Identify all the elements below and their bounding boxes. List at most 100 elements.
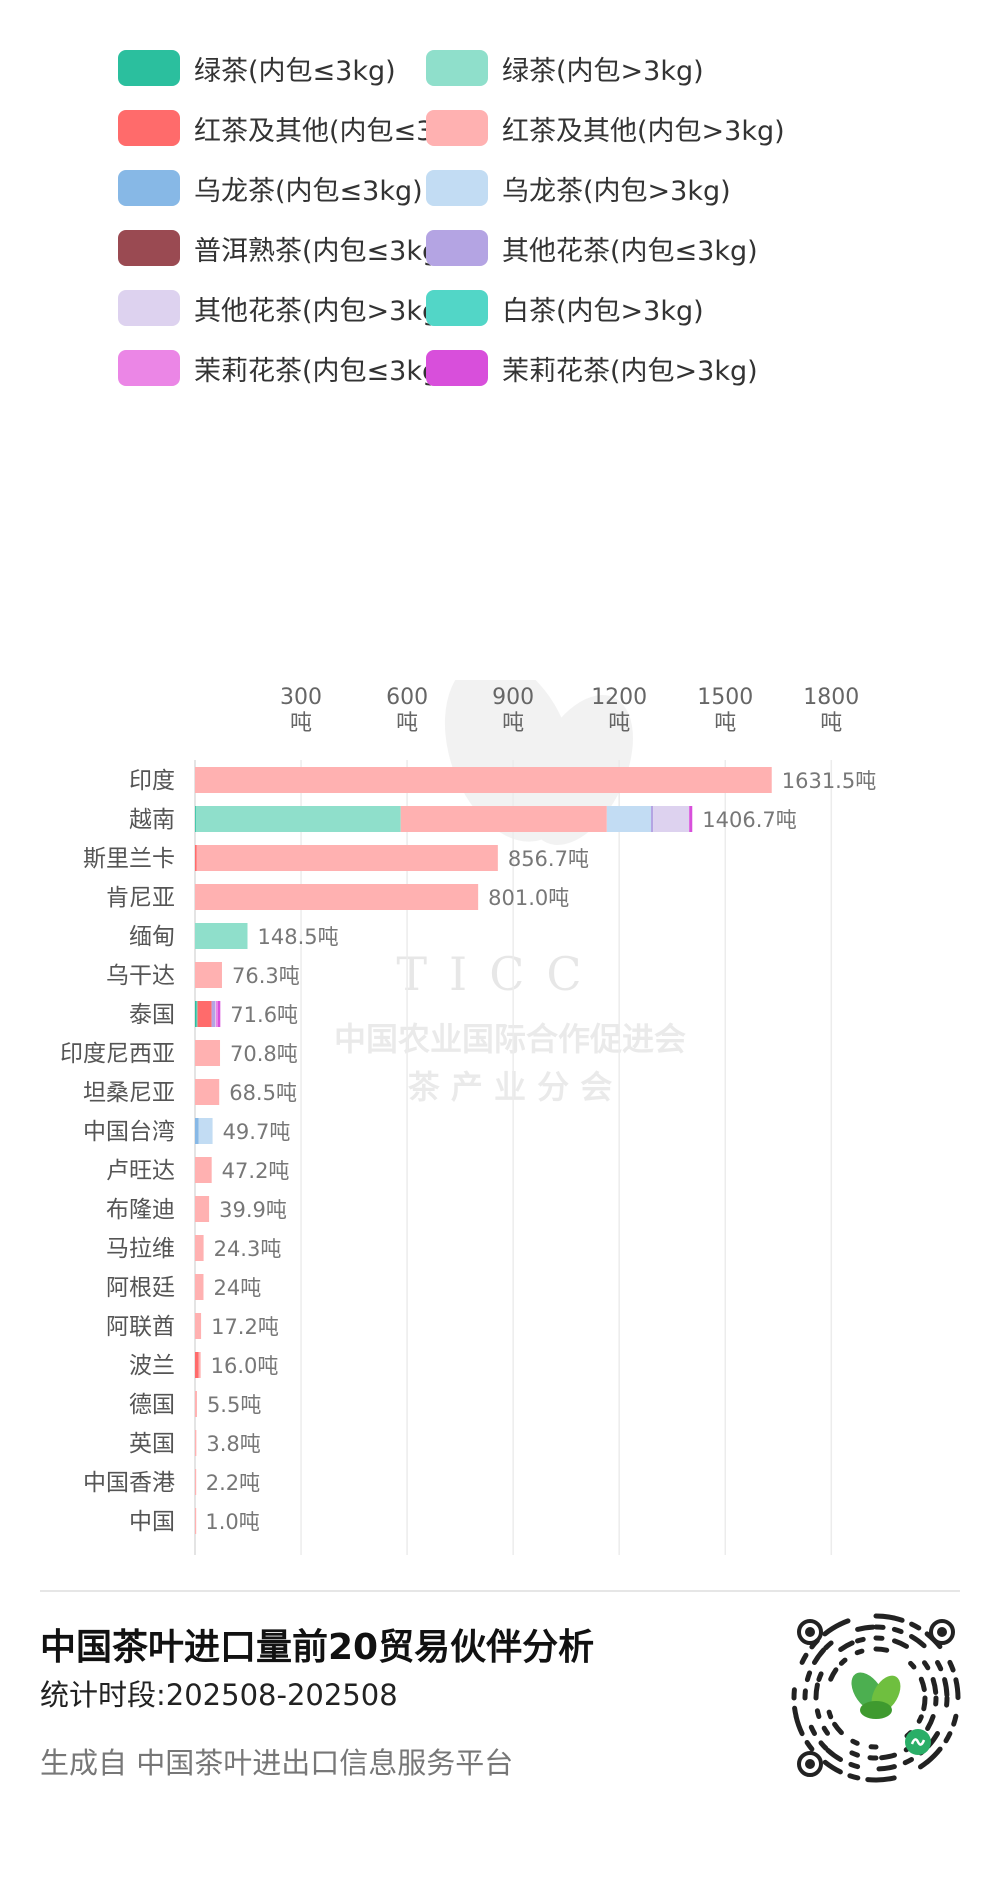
bar-segment	[196, 1001, 198, 1027]
total-labels: 1631.5吨 1406.7吨 856.7吨 801.0吨 148.5吨 76.3吨 71.…	[205, 769, 876, 1534]
total-label: 1631.5吨	[782, 769, 876, 793]
total-label: 68.5吨	[229, 1081, 297, 1105]
legend-item[interactable]: 茉莉花茶(内包>3kg)	[426, 348, 758, 388]
legend-item[interactable]: 其他花茶(内包>3kg)	[118, 288, 450, 328]
total-label: 5.5吨	[207, 1393, 261, 1417]
legend-label: 茉莉花茶(内包≤3kg)	[194, 355, 450, 387]
watermark-line2: 茶 产 业 分 会	[408, 1068, 613, 1106]
bar-segment	[195, 845, 197, 871]
total-label: 47.2吨	[222, 1159, 290, 1183]
x-tick-label: 900	[492, 685, 534, 710]
total-label: 148.5吨	[257, 925, 338, 949]
legend-swatch	[118, 350, 180, 386]
total-label: 856.7吨	[508, 847, 589, 871]
legend-swatch	[118, 50, 180, 86]
legend-swatch	[426, 350, 488, 386]
bar-segment	[400, 806, 607, 832]
bar-segment	[195, 806, 401, 832]
x-tick-label: 1200	[591, 685, 647, 710]
total-label: 2.2吨	[206, 1471, 260, 1495]
bar-segment	[195, 1391, 197, 1417]
legend-item[interactable]: 其他花茶(内包≤3kg)	[426, 228, 758, 268]
footer-period: 统计时段:202508-202508	[40, 1678, 398, 1712]
bar-segment	[689, 806, 693, 832]
legend-item[interactable]: 茉莉花茶(内包≤3kg)	[118, 348, 450, 388]
category-label: 乌干达	[106, 963, 175, 989]
legend-label: 绿茶(内包≤3kg)	[194, 55, 396, 87]
x-tick-unit: 吨	[608, 711, 630, 736]
category-label: 越南	[129, 807, 175, 833]
category-labels: 印度越南斯里兰卡肯尼亚缅甸乌干达泰国印度尼西亚坦桑尼亚中国台湾卢旺达布隆迪马拉维…	[60, 768, 175, 1535]
qr-code-icon[interactable]	[790, 1612, 962, 1784]
legend-swatch	[118, 290, 180, 326]
legend-item[interactable]: 红茶及其他(内包>3kg)	[426, 108, 785, 148]
bar-segment	[195, 1157, 212, 1183]
bar-segment	[195, 1118, 199, 1144]
legend-label: 乌龙茶(内包≤3kg)	[194, 175, 423, 207]
x-tick-unit: 吨	[502, 711, 524, 736]
legend-swatch	[426, 230, 488, 266]
bar-segment	[195, 1469, 197, 1495]
bar-segment	[651, 806, 654, 832]
legend-label: 普洱熟茶(内包≤3kg)	[194, 235, 450, 267]
footer-divider	[40, 1590, 960, 1592]
total-label: 3.8吨	[206, 1432, 260, 1456]
x-tick-label: 1800	[803, 685, 859, 710]
total-label: 16.0吨	[211, 1354, 279, 1378]
category-label: 缅甸	[129, 924, 175, 950]
total-label: 24吨	[213, 1276, 261, 1300]
legend-item[interactable]: 普洱熟茶(内包≤3kg)	[118, 228, 450, 268]
legend-label: 其他花茶(内包>3kg)	[194, 295, 450, 327]
category-label: 阿联酋	[106, 1314, 175, 1340]
x-tick-unit: 吨	[290, 711, 312, 736]
total-label: 39.9吨	[219, 1198, 287, 1222]
total-label: 76.3吨	[232, 964, 300, 988]
footer-source: 生成自 中国茶叶进出口信息服务平台	[40, 1746, 514, 1780]
total-label: 24.3吨	[214, 1237, 282, 1261]
legend-item[interactable]: 乌龙茶(内包>3kg)	[426, 168, 731, 208]
legend-swatch	[118, 110, 180, 146]
legend-label: 其他花茶(内包≤3kg)	[502, 235, 758, 267]
legend-swatch	[118, 170, 180, 206]
watermark-line1: 中国农业国际合作促进会	[334, 1020, 686, 1058]
total-label: 49.7吨	[223, 1120, 291, 1144]
legend-label: 红茶及其他(内包>3kg)	[502, 115, 785, 147]
total-label: 1.0吨	[205, 1510, 259, 1534]
category-label: 英国	[129, 1431, 175, 1457]
total-label: 1406.7吨	[702, 808, 796, 832]
legend-item[interactable]: 乌龙茶(内包≤3kg)	[118, 168, 423, 208]
bar-segment	[195, 1235, 204, 1261]
legend-item[interactable]: 红茶及其他(内包≤3kg)	[118, 108, 477, 148]
category-label: 德国	[129, 1392, 175, 1418]
legend-swatch	[426, 170, 488, 206]
bar-segment	[195, 1313, 202, 1339]
legend-item[interactable]: 绿茶(内包>3kg)	[426, 48, 704, 88]
bar-segment	[211, 1001, 216, 1027]
legend-item[interactable]: 白茶(内包>3kg)	[426, 288, 704, 328]
bar-segment	[195, 1352, 199, 1378]
watermark-mark: TICC	[396, 947, 603, 1001]
bar-segment	[195, 884, 479, 910]
total-label: 17.2吨	[211, 1315, 279, 1339]
category-label: 坦桑尼亚	[83, 1080, 175, 1106]
bar-segment	[215, 1001, 218, 1027]
category-label: 泰国	[129, 1002, 175, 1028]
x-tick-unit: 吨	[396, 711, 418, 736]
legend-swatch	[426, 290, 488, 326]
category-label: 卢旺达	[106, 1158, 175, 1184]
bar-segment	[197, 1001, 212, 1027]
total-label: 801.0吨	[488, 886, 569, 910]
legend-item[interactable]: 绿茶(内包≤3kg)	[118, 48, 396, 88]
bar-segment	[195, 962, 222, 988]
x-tick-label: 1500	[697, 685, 753, 710]
category-label: 肯尼亚	[106, 885, 175, 911]
bar-segment	[195, 923, 248, 949]
bar-segment	[196, 845, 498, 871]
bar-segment	[195, 1040, 221, 1066]
bar-segment	[198, 1118, 213, 1144]
legend-label: 绿茶(内包>3kg)	[502, 55, 704, 87]
legend-swatch	[426, 50, 488, 86]
legend-swatch	[118, 230, 180, 266]
legend-swatch	[426, 110, 488, 146]
